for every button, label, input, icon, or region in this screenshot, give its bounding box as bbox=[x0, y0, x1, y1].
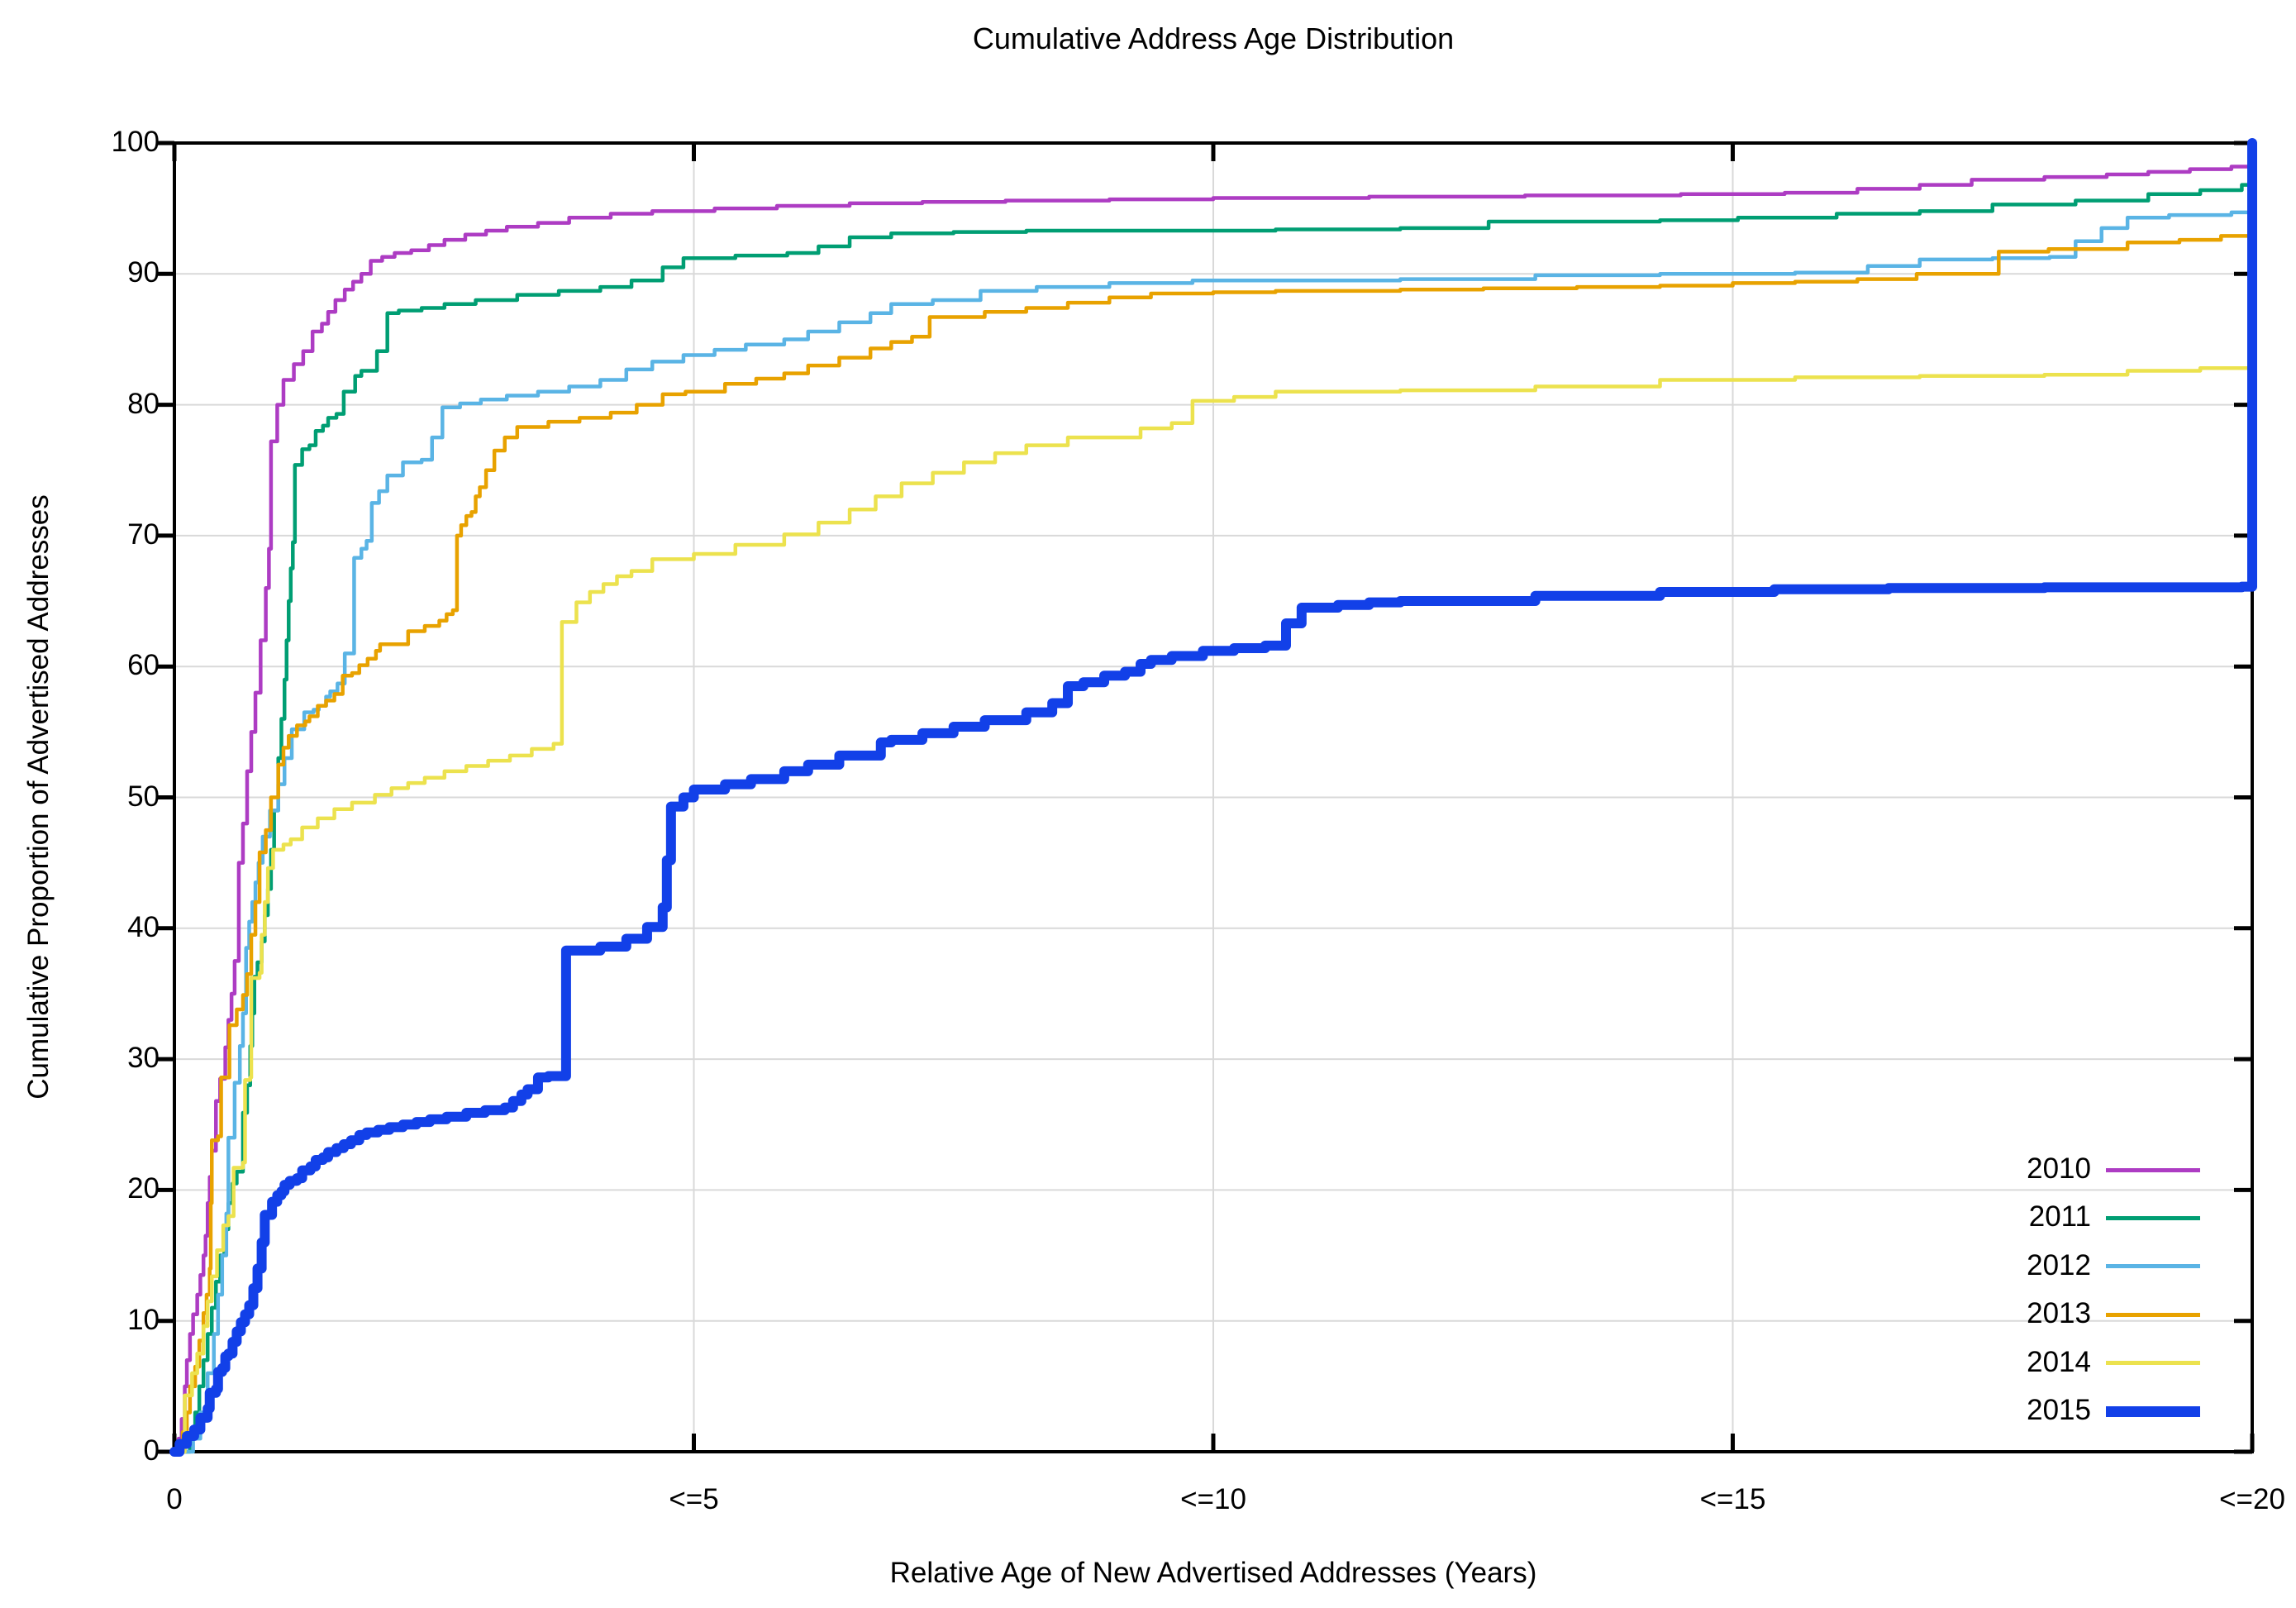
y-tick-label-50: 50 bbox=[127, 780, 160, 813]
x-tick-label-5: <=5 bbox=[669, 1483, 719, 1515]
legend-label-2011: 2011 bbox=[2028, 1200, 2091, 1233]
series-2013 bbox=[172, 230, 2255, 1454]
x-axis-title: Relative Age of New Advertised Addresses… bbox=[889, 1557, 1537, 1589]
series-2014 bbox=[172, 363, 2255, 1454]
legend-line-2014 bbox=[2106, 1361, 2200, 1366]
legend-label-2013: 2013 bbox=[2027, 1297, 2091, 1330]
y-tick-label-30: 30 bbox=[127, 1042, 160, 1075]
series-2015 bbox=[169, 138, 2257, 1457]
legend-line-2012 bbox=[2106, 1264, 2200, 1269]
y-tick-label-100: 100 bbox=[111, 126, 160, 158]
legend-label-2012: 2012 bbox=[2027, 1248, 2091, 1281]
y-tick-label-10: 10 bbox=[127, 1303, 160, 1336]
legend-line-2013 bbox=[2106, 1312, 2200, 1317]
series-2011 bbox=[172, 183, 2255, 1454]
plot-border bbox=[173, 141, 2254, 1453]
chart-title: Cumulative Address Age Distribution bbox=[972, 21, 1455, 55]
legend-line-2010 bbox=[2106, 1167, 2200, 1172]
legend-line-2011 bbox=[2106, 1215, 2200, 1220]
x-tick-label-15: <=15 bbox=[1699, 1483, 1766, 1515]
y-tick-label-80: 80 bbox=[127, 387, 160, 420]
legend-label-2014: 2014 bbox=[2027, 1345, 2091, 1378]
legend-line-2015 bbox=[2106, 1405, 2200, 1417]
y-tick-label-90: 90 bbox=[127, 256, 160, 289]
y-tick-label-60: 60 bbox=[127, 649, 160, 682]
series-2010 bbox=[172, 165, 2255, 1454]
x-tick-label-0: 0 bbox=[166, 1483, 183, 1515]
y-tick-label-0: 0 bbox=[143, 1434, 160, 1467]
x-tick-label-20: <=20 bbox=[2219, 1483, 2285, 1515]
y-tick-label-20: 20 bbox=[127, 1172, 160, 1205]
y-tick-label-70: 70 bbox=[127, 518, 160, 551]
x-tick-label-10: <=10 bbox=[1180, 1483, 1246, 1515]
y-tick-label-40: 40 bbox=[127, 910, 160, 943]
series-2012 bbox=[172, 210, 2255, 1454]
legend-label-2010: 2010 bbox=[2027, 1152, 2091, 1185]
legend-label-2015: 2015 bbox=[2027, 1394, 2091, 1426]
